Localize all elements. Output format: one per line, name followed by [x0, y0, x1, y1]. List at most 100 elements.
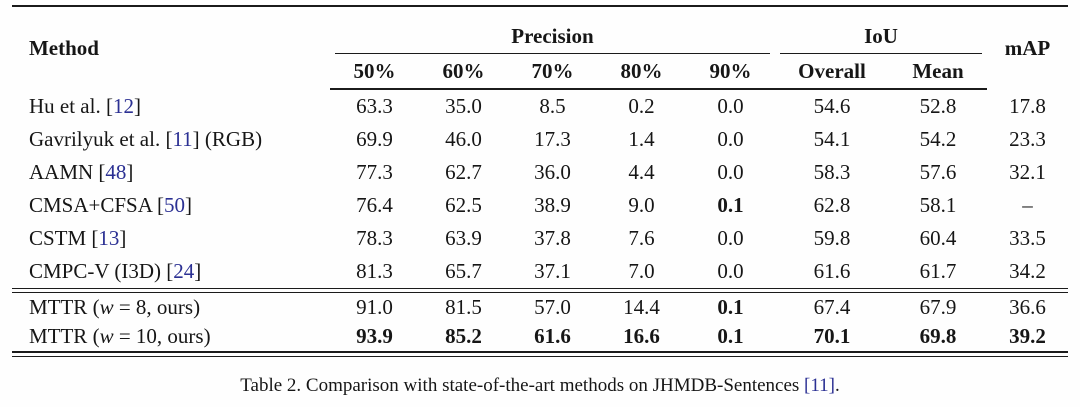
- value-cell: 81.3: [356, 259, 393, 283]
- value-cell: 70.1: [775, 322, 889, 353]
- value-cell: 60.4: [919, 226, 957, 250]
- value-cell: 85.2: [418, 322, 508, 353]
- table-row: MTTR (w = 10, ours) 93.9 85.2 61.6 16.6 0.1 70…: [11, 322, 1068, 353]
- table-row: Hu et al. [12] 63.3 35.0 8.5 0.2 0.0 54.6 52.8 1…: [12, 89, 1068, 123]
- column-header-method: Method: [28, 35, 99, 60]
- value-cell: 0.0: [717, 94, 744, 118]
- value-cell: 77.3: [356, 160, 393, 184]
- section-separator-cell: [11, 288, 1068, 293]
- value-cell: 91.0: [356, 295, 393, 319]
- caption-text-suffix: .: [835, 375, 840, 396]
- value-cell: 62.8: [813, 193, 851, 217]
- value-cell: 54.1: [813, 127, 851, 151]
- value-cell: 57.0: [534, 295, 571, 319]
- value-cell: 17.8: [1009, 93, 1046, 118]
- value-cell: 63.9: [445, 226, 482, 250]
- citation-link[interactable]: 12: [112, 93, 134, 118]
- column-header-precision-80: 80%: [596, 54, 686, 90]
- table-row: CMSA+CFSA [50] 76.4 62.5 38.9 9.0 0.1 62.8 58.1…: [12, 189, 1068, 222]
- value-cell: 7.6: [628, 226, 655, 250]
- value-cell: 38.9: [534, 193, 571, 217]
- value-cell: 0.1: [717, 193, 744, 217]
- method-cell: Gavrilyuk et al. [11] (RGB): [12, 123, 330, 156]
- value-cell: 62.7: [445, 160, 482, 184]
- value-cell: 69.8: [889, 322, 987, 353]
- value-cell: 78.3: [356, 226, 393, 250]
- value-cell: 67.9: [919, 295, 957, 319]
- value-cell: 0.1: [685, 322, 775, 353]
- table-header: Method Precision IoU mAP 50% 60% 70% 80%…: [12, 6, 1068, 90]
- value-cell: 32.1: [1009, 160, 1046, 184]
- method-name-text: ]: [184, 193, 192, 217]
- method-cell: CSTM [13]: [12, 222, 330, 255]
- value-cell: 36.0: [534, 160, 571, 184]
- table-caption: Table 2. Comparison with state-of-the-ar…: [0, 374, 1080, 398]
- method-name-text: w: [99, 324, 114, 348]
- column-header-precision-70: 70%: [507, 54, 597, 90]
- value-cell: 61.6: [507, 322, 597, 353]
- value-cell: 0.2: [628, 94, 655, 118]
- value-cell: 81.5: [445, 295, 482, 319]
- value-cell: 61.7: [919, 259, 957, 283]
- value-cell: 61.6: [813, 259, 851, 283]
- value-cell: 65.7: [445, 259, 482, 283]
- method-name-text: MTTR (: [28, 295, 100, 319]
- value-cell: 1.4: [628, 127, 655, 151]
- bottom-rule-row: [11, 352, 1068, 357]
- value-cell: 93.9: [329, 322, 419, 353]
- method-cell: CMSA+CFSA [50]: [12, 189, 330, 222]
- column-header-iou-mean: Mean: [889, 54, 987, 90]
- table-bottom-rule: [11, 352, 1068, 357]
- value-cell: 37.1: [534, 259, 571, 283]
- column-group-precision: Precision: [330, 6, 775, 54]
- method-name-text: w: [99, 295, 114, 319]
- value-cell: 7.0: [628, 259, 655, 283]
- method-cell: MTTR (w = 10, ours): [11, 322, 330, 353]
- method-cell: CMPC-V (I3D) [24]: [12, 255, 330, 289]
- citation-link[interactable]: 13: [98, 226, 120, 250]
- method-name-text: ] (RGB): [192, 127, 263, 151]
- column-header-precision-50: 50%: [329, 54, 419, 90]
- value-cell: 54.6: [813, 94, 851, 118]
- citation-link[interactable]: [11]: [804, 375, 835, 396]
- value-cell: 39.2: [987, 322, 1068, 353]
- column-header-iou-overall: Overall: [775, 54, 889, 90]
- value-cell: 0.0: [717, 226, 744, 250]
- citation-link[interactable]: 11: [172, 127, 193, 151]
- table-row: CMPC-V (I3D) [24] 81.3 65.7 37.1 7.0 0.0 61.6 6…: [12, 255, 1068, 289]
- method-cell: Hu et al. [12]: [12, 89, 330, 123]
- value-cell: 17.3: [534, 127, 571, 151]
- column-header-map: mAP: [1004, 35, 1051, 60]
- method-name-text: CSTM [: [28, 226, 99, 250]
- value-cell: 57.6: [919, 160, 957, 184]
- table-row: CSTM [13] 78.3 63.9 37.8 7.6 0.0 59.8 60.4 33.5: [12, 222, 1068, 255]
- value-cell: 62.5: [445, 193, 482, 217]
- citation-link[interactable]: 48: [105, 160, 127, 184]
- value-cell: –: [1022, 193, 1033, 217]
- section-separator-rule: [11, 288, 1068, 293]
- table-row: AAMN [48] 77.3 62.7 36.0 4.4 0.0 58.3 57.6 32.1: [12, 156, 1068, 189]
- column-header-precision-60: 60%: [418, 54, 508, 90]
- method-name-text: ]: [133, 93, 141, 118]
- value-cell: 9.0: [628, 193, 655, 217]
- value-cell: 76.4: [356, 193, 393, 217]
- citation-link[interactable]: 50: [163, 193, 185, 217]
- citation-link[interactable]: 24: [173, 259, 195, 283]
- value-cell: 4.4: [628, 160, 655, 184]
- column-header-precision-90: 90%: [685, 54, 775, 90]
- value-cell: 34.2: [1009, 259, 1046, 283]
- value-cell: 8.5: [539, 94, 566, 118]
- value-cell: 0.0: [717, 127, 744, 151]
- value-cell: 46.0: [445, 127, 482, 151]
- column-group-iou: IoU: [775, 6, 987, 54]
- method-name-text: AAMN [: [28, 160, 106, 184]
- method-name-text: Hu et al. [: [28, 93, 113, 118]
- value-cell: 0.0: [717, 160, 744, 184]
- value-cell: 14.4: [623, 295, 660, 319]
- table-row: Gavrilyuk et al. [11] (RGB) 69.9 46.0 17.3 1…: [12, 123, 1068, 156]
- method-name-text: MTTR (: [28, 324, 100, 348]
- header-row-subcolumns: 50% 60% 70% 80% 90% Overall Mean: [12, 54, 1068, 90]
- value-cell: 36.6: [1009, 295, 1046, 319]
- value-cell: 33.5: [1009, 226, 1046, 250]
